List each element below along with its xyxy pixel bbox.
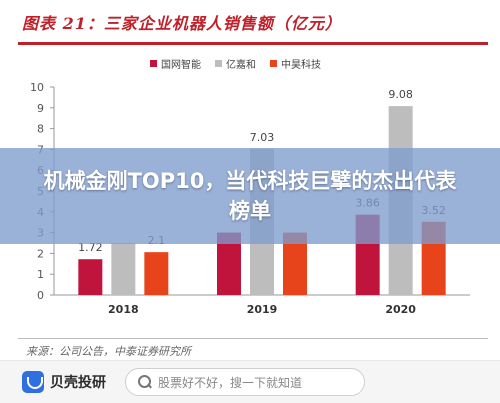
bar-2018-2 — [144, 252, 169, 295]
legend-item-2: 中昊科技 — [270, 56, 321, 71]
title-rule — [18, 42, 488, 45]
x-tick-label: 2020 — [385, 303, 416, 316]
bottom-bar: 贝壳投研 股票好不好，搜一下就知道 — [0, 360, 500, 403]
y-tick-label: 2 — [37, 247, 44, 260]
y-tick-label: 9 — [37, 102, 44, 115]
y-tick-label: 10 — [30, 81, 44, 94]
legend-swatch-2 — [270, 60, 277, 67]
search-box[interactable]: 股票好不好，搜一下就知道 — [125, 368, 365, 396]
chart-legend: 国网智能 亿嘉和 中昊科技 — [150, 56, 321, 71]
legend-item-1: 亿嘉和 — [215, 56, 256, 71]
search-placeholder: 股票好不好，搜一下就知道 — [158, 375, 303, 390]
bar-2018-0 — [78, 259, 103, 295]
legend-label-1: 亿嘉和 — [226, 60, 256, 71]
x-tick-label: 2018 — [108, 303, 139, 316]
y-tick-label: 1 — [37, 268, 44, 281]
source-note: 来源：公司公告，中泰证券研究所 — [26, 345, 191, 358]
legend-swatch-0 — [150, 60, 157, 67]
figure-title: 图表 21：三家企业机器人销售额（亿元） — [22, 14, 342, 33]
data-label: 9.08 — [388, 88, 413, 101]
x-tick-label: 2019 — [247, 303, 278, 316]
bar-2018-1 — [111, 243, 136, 295]
legend-label-2: 中昊科技 — [281, 60, 321, 71]
data-label: 1.72 — [78, 241, 103, 254]
y-tick-label: 8 — [37, 123, 44, 136]
headline-title: 机械金刚TOP10，当代科技巨擘的杰出代表榜单 — [43, 169, 457, 223]
source-rule — [18, 338, 488, 339]
brand-name: 贝壳投研 — [50, 375, 106, 391]
brand-logo[interactable]: 贝壳投研 — [22, 371, 106, 393]
shell-logo-icon — [22, 371, 44, 393]
search-icon — [138, 375, 152, 389]
legend-label-0: 国网智能 — [161, 60, 201, 71]
legend-swatch-1 — [215, 60, 222, 67]
data-label: 7.03 — [250, 131, 275, 144]
headline-overlay: 机械金刚TOP10，当代科技巨擘的杰出代表榜单 — [0, 148, 500, 244]
legend-item-0: 国网智能 — [150, 56, 201, 71]
y-tick-label: 0 — [37, 289, 44, 302]
